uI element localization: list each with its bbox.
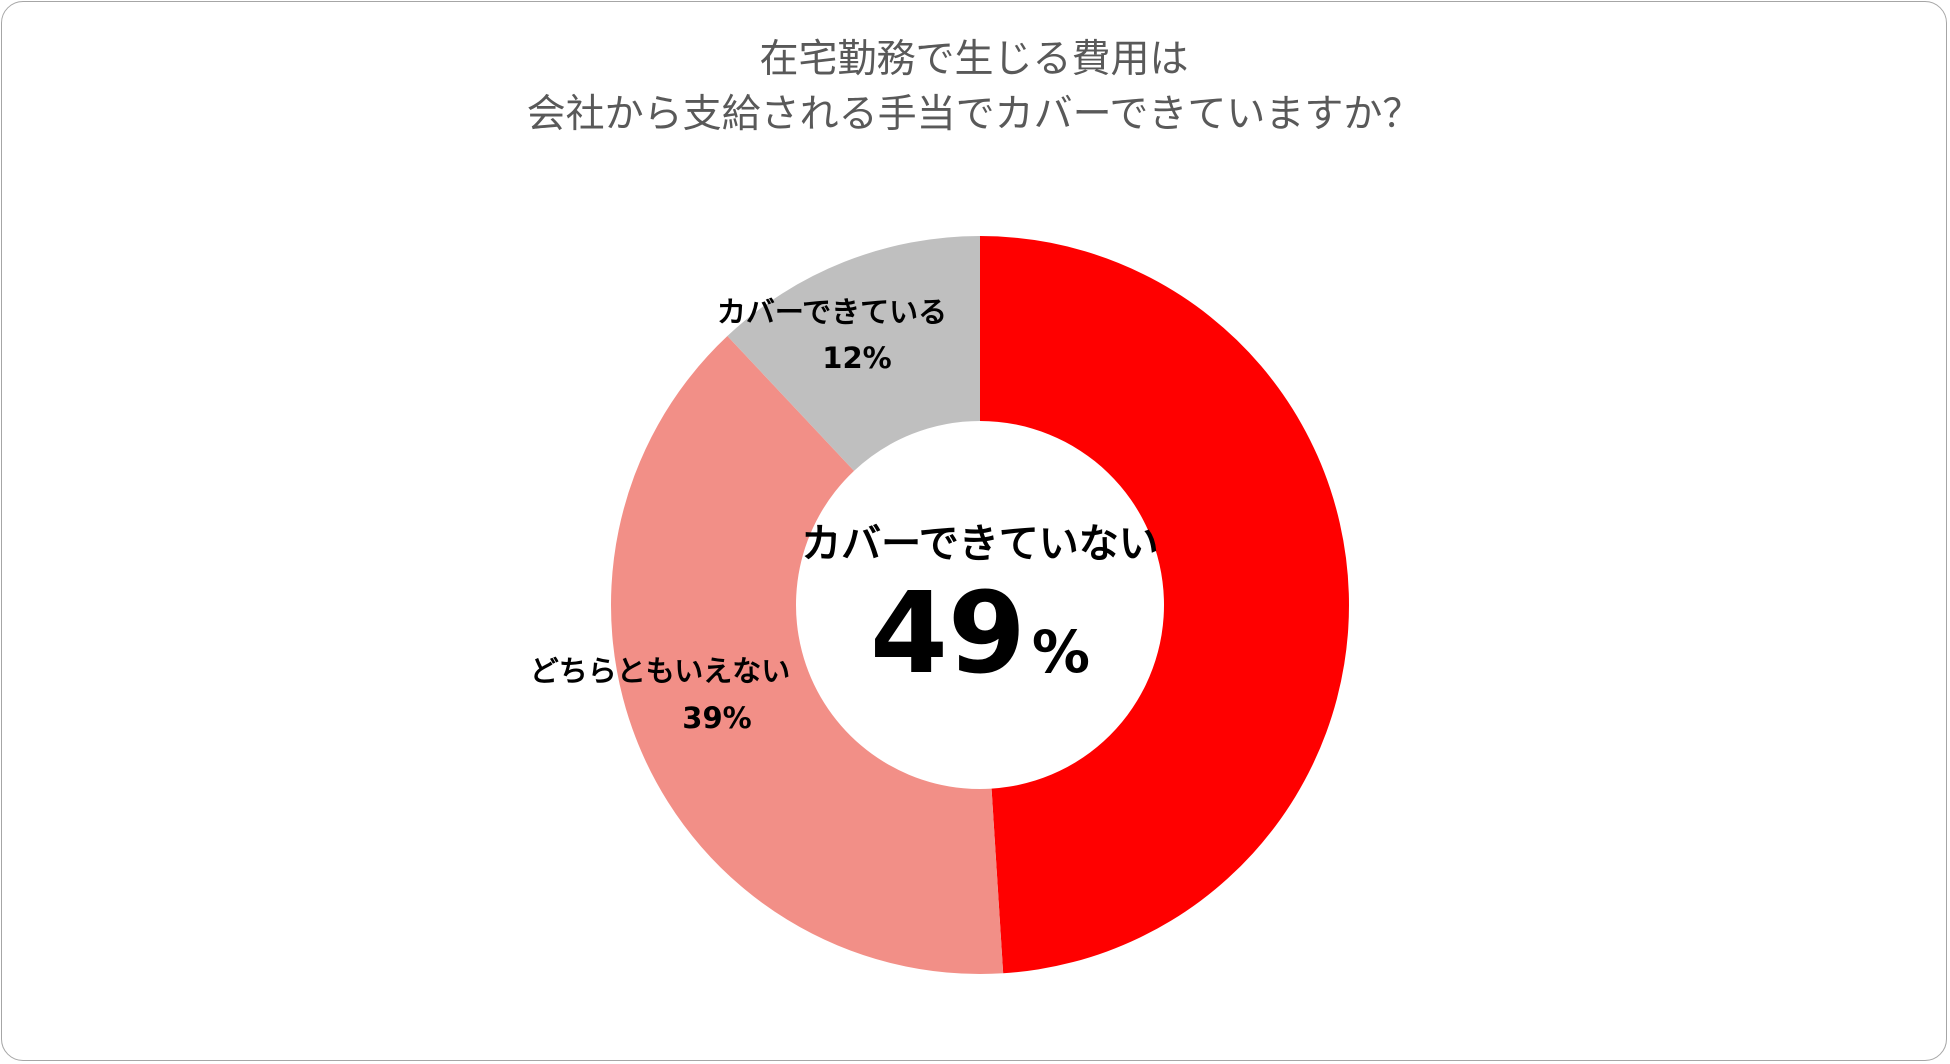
slice-label-covered-value: 12% — [822, 341, 891, 375]
center-label-text: カバーできていない — [801, 521, 1159, 567]
slice-label-neutral-value: 39% — [682, 701, 751, 735]
slice-label-covered-name: カバーできている — [717, 295, 947, 329]
slice-neither — [611, 336, 1004, 974]
center-value-unit: % — [1032, 618, 1090, 686]
slice-not-covered — [980, 236, 1349, 974]
center-label-value: 49% — [870, 569, 1090, 699]
center-value-number: 49 — [870, 569, 1026, 699]
chart-title-line-2: 会社から支給される手当でカバーできていますか？ — [526, 92, 1422, 137]
slice-label-neutral-name: どちらともいえない — [530, 654, 790, 688]
slice-covered — [727, 236, 980, 471]
chart-title-line-1: 在宅勤務で生じる費用は — [759, 37, 1189, 82]
donut-slices — [611, 236, 1349, 974]
